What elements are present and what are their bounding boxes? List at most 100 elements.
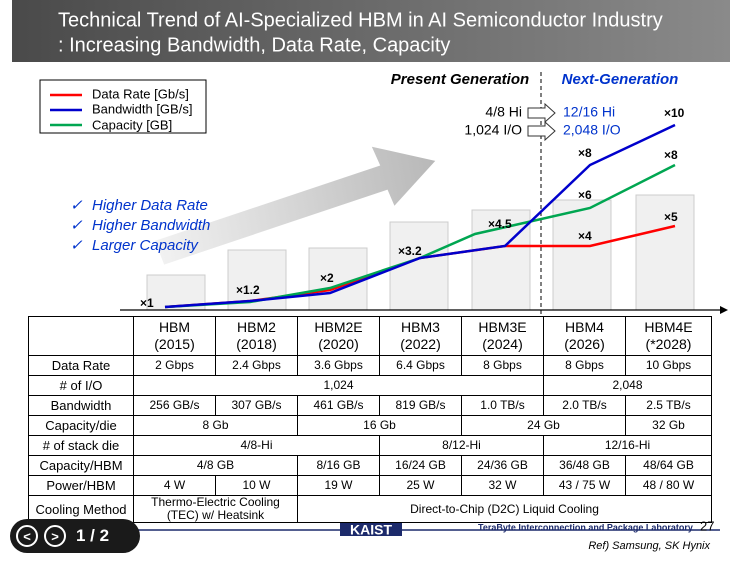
multiplier: ×8 — [578, 146, 592, 160]
arrow — [527, 120, 556, 142]
table-cell: 6.4 Gbps — [379, 355, 462, 376]
multiplier: ×1.2 — [236, 283, 260, 297]
table-cell: 25 W — [379, 475, 462, 496]
header-row: HBM (2015) HBM2 (2018) HBM2E (2020) HBM3 (2022)… — [28, 316, 712, 356]
row-label: Data Rate — [28, 355, 134, 376]
next-label: Next-Generation — [562, 71, 679, 88]
corner-cell — [28, 316, 134, 356]
legend-label: Data Rate [Gb/s] — [92, 86, 189, 101]
title: : Increasing Bandwidth, Data Rate, Capac… — [58, 34, 450, 56]
row-label: # of I/O — [28, 375, 134, 396]
multiplier: ×5 — [664, 210, 678, 224]
legend-label: Capacity [GB] — [92, 117, 172, 132]
column-header: HBM2 (2018) — [215, 316, 298, 356]
table-row: Cooling Method Thermo-Electric Cooling (T… — [28, 495, 712, 523]
table-cell: 36/48 GB — [543, 455, 626, 476]
table-cell: 16/24 GB — [379, 455, 462, 476]
check: ✓ — [70, 217, 83, 234]
table-cell: Thermo-Electric Cooling (TEC) w/ Heatsin… — [133, 495, 298, 523]
table-cell: 461 GB/s — [297, 395, 380, 416]
table-cell: 32 W — [461, 475, 544, 496]
table-cell: 48 / 80 W — [625, 475, 712, 496]
row-label: Capacity/HBM — [28, 455, 134, 476]
table-row: Power/HBM 4 W 10 W 19 W 25 W 32 W 43 / 75 W 48 … — [28, 475, 712, 496]
bandwidth-line — [164, 123, 676, 309]
stack-from: 4/8 Hi — [485, 104, 522, 120]
column-header: HBM4 (2026) — [543, 316, 626, 356]
bullets: ✓ ✓ ✓ Higher Data Rate Higher Bandwidth … — [70, 197, 210, 254]
multiplier: ×8 — [664, 148, 678, 162]
table-row: # of stack die 4/8-Hi 8/12-Hi 12/16-Hi — [28, 435, 712, 456]
column-year: (2024) — [482, 336, 523, 352]
table-cell: 2.5 TB/s — [625, 395, 712, 416]
bullet: Larger Capacity — [92, 237, 199, 254]
legend-label: Bandwidth [GB/s] — [92, 101, 192, 116]
table-row: Data Rate 2 Gbps 2.4 Gbps 3.6 Gbps 6.4 Gbps 8… — [28, 355, 712, 376]
table-cell: 4/8-Hi — [133, 435, 380, 456]
header-bar — [12, 0, 730, 62]
table-cell: 2,048 — [543, 375, 712, 396]
table-cell: 1,024 — [133, 375, 544, 396]
multiplier: ×3.2 — [398, 244, 422, 258]
next-button[interactable]: > — [44, 525, 66, 547]
table-cell: 307 GB/s — [215, 395, 298, 416]
logo-bg — [340, 522, 402, 536]
column-year: (*2028) — [645, 336, 692, 352]
column-header: HBM2E (2020) — [297, 316, 380, 356]
multiplier: ×4 — [578, 229, 592, 243]
reference: Ref) Samsung, SK Hynix — [588, 540, 710, 552]
prev-button[interactable]: < — [16, 525, 38, 547]
column-year: (2020) — [318, 336, 359, 352]
table-cell: 8/12-Hi — [379, 435, 544, 456]
spec-table: HBM (2015) HBM2 (2018) HBM2E (2020) HBM3 (2022)… — [28, 316, 712, 523]
table-cell: 1.0 TB/s — [461, 395, 544, 416]
check: ✓ — [70, 197, 83, 214]
row-label: # of stack die — [28, 435, 134, 456]
present-label: Present Generation — [391, 71, 529, 88]
table-cell: 24/36 GB — [461, 455, 544, 476]
table-cell: 32 Gb — [625, 415, 712, 436]
logo: KAIST — [350, 522, 392, 538]
table-cell: 10 W — [215, 475, 298, 496]
multiplier: ×10 — [664, 106, 685, 120]
table-row: Capacity/die 8 Gb 16 Gb 24 Gb 32 Gb — [28, 415, 712, 436]
row-label: Bandwidth — [28, 395, 134, 416]
table-cell: 2 Gbps — [133, 355, 216, 376]
multiplier: ×4.5 — [488, 217, 512, 231]
column-header: HBM3E (2024) — [461, 316, 544, 356]
arrow-head — [720, 306, 728, 314]
row-label: Power/HBM — [28, 475, 134, 496]
table-cell: 3.6 Gbps — [297, 355, 380, 376]
column-header: HBM (2015) — [133, 316, 216, 356]
table-row: Bandwidth 256 GB/s 307 GB/s 461 GB/s 819 GB/… — [28, 395, 712, 416]
table-cell: 19 W — [297, 475, 380, 496]
column-year: (2026) — [564, 336, 605, 352]
table-cell: 43 / 75 W — [543, 475, 626, 496]
table-cell: 48/64 GB — [625, 455, 712, 476]
arrow — [527, 102, 556, 124]
io-from: 1,024 I/O — [464, 122, 522, 138]
column-name: HBM2 — [237, 319, 276, 335]
table-cell: 16 Gb — [297, 415, 462, 436]
column-name: HBM3 — [401, 319, 440, 335]
column-name: HBM4E — [644, 319, 693, 335]
row-label: Capacity/die — [28, 415, 134, 436]
table-cell: 8 Gbps — [543, 355, 626, 376]
legend-box — [39, 79, 207, 134]
table-cell: 10 Gbps — [625, 355, 712, 376]
stack-to: 12/16 Hi — [563, 104, 615, 120]
check: ✓ — [70, 237, 83, 254]
table-cell: 4 W — [133, 475, 216, 496]
table-cell: 4/8 GB — [133, 455, 298, 476]
table-cell: 24 Gb — [461, 415, 626, 436]
bullet: Higher Bandwidth — [92, 217, 210, 234]
table-cell: 8/16 GB — [297, 455, 380, 476]
multipliers: ×1 ×1.2 ×2 ×3.2 ×4.5 ×4 ×6 ×8 ×10 ×8 ×5 — [140, 106, 685, 310]
table-cell: 8 Gbps — [461, 355, 544, 376]
column-name: HBM3E — [478, 319, 527, 335]
bullet: Higher Data Rate — [92, 197, 208, 214]
column-header: HBM4E (*2028) — [625, 316, 712, 356]
column-year: (2022) — [400, 336, 441, 352]
table-row: # of I/O 1,024 2,048 — [28, 375, 712, 396]
